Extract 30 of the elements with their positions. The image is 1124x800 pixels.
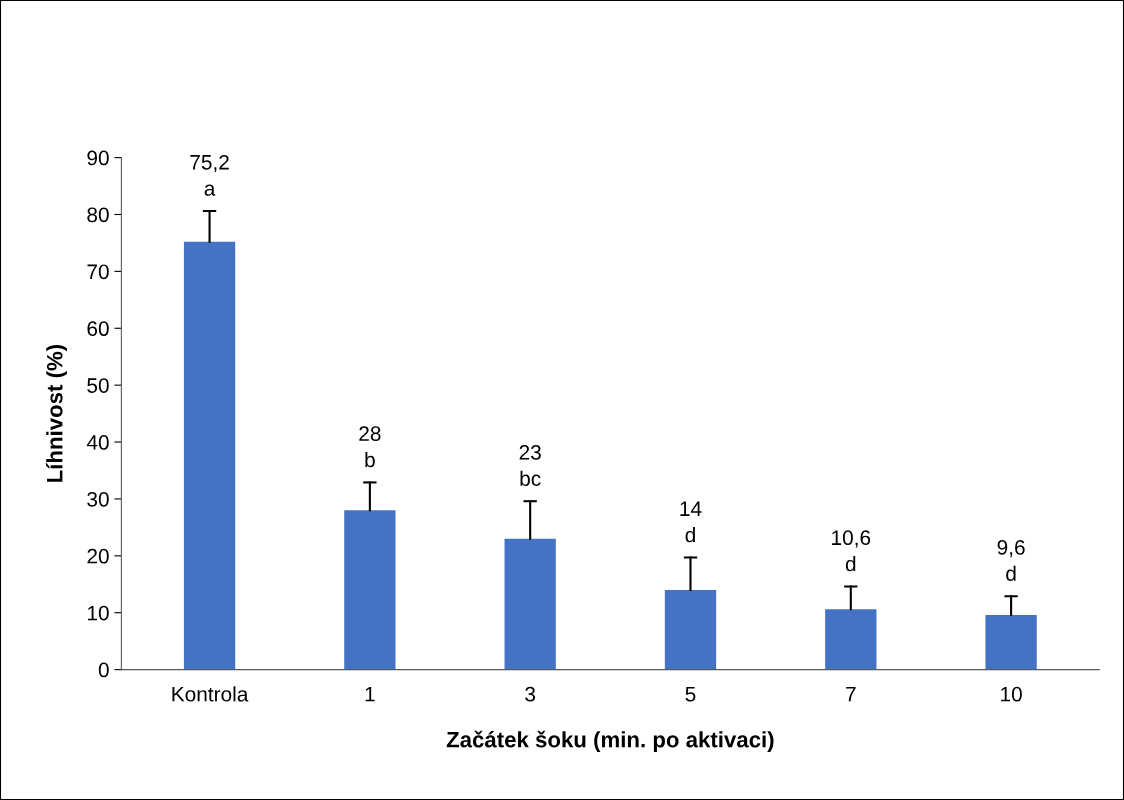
y-tick-label: 10 [88,605,109,621]
x-tick-label: Kontrola [172,686,249,702]
x-tick-label: 7 [846,687,856,702]
y-tick-label: 0 [98,662,109,678]
data-label: 75,2 a [190,154,229,196]
y-tick-label: 20 [87,548,109,564]
bar [664,589,717,670]
data-label: 9,6 d [997,540,1025,581]
data-label: 23 bc [519,445,541,486]
x-tick-label: 5 [685,687,696,702]
data-label: 14 d [680,501,702,543]
y-axis-title: Líhnivost (%) [46,344,67,482]
data-label: 10,6 d [832,530,871,572]
y-tick-label: 70 [87,264,109,280]
y-tick-label: 40 [86,435,109,450]
x-tick-label: 3 [525,686,536,702]
y-tick-label: 90 [87,150,109,166]
bar [504,538,556,670]
x-axis-title: Začátek šoku (min. po aktivaci) [446,730,774,752]
bar [825,609,877,670]
x-tick-label: 10 [1001,686,1022,702]
y-tick-label: 30 [87,491,109,507]
bar [344,510,396,670]
y-tick-label: 50 [87,378,109,393]
x-tick-label: 1 [365,687,375,702]
y-tick-label: 60 [87,321,109,337]
data-label: 28 b [359,426,381,468]
y-tick-label: 80 [87,207,109,223]
bar [985,614,1037,670]
bar [183,241,236,670]
